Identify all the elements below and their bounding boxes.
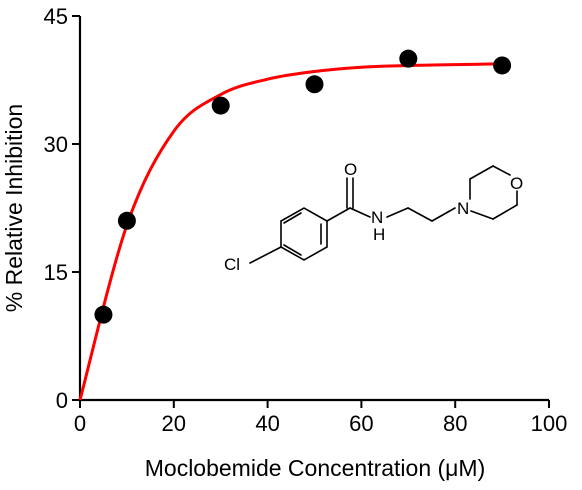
data-point xyxy=(94,305,113,324)
y-ticks: 0 15 30 45 xyxy=(44,4,80,413)
fit-curve xyxy=(78,62,503,401)
linker-bond xyxy=(407,207,433,222)
moclobemide-structure xyxy=(249,165,518,264)
aromatic-bond xyxy=(283,244,302,256)
data-point xyxy=(211,96,230,115)
amide-hydrogen-label: H xyxy=(373,225,385,244)
morpholine-bond xyxy=(492,165,511,176)
amide-bond xyxy=(349,207,371,218)
aryl-carbonyl-bond xyxy=(326,207,351,222)
x-tick-label: 20 xyxy=(162,411,186,436)
morpholine-nitrogen-label: N xyxy=(457,199,469,218)
data-point xyxy=(305,75,324,94)
x-tick-label: 80 xyxy=(443,411,467,436)
data-point xyxy=(399,49,418,68)
linker-bond xyxy=(431,207,456,222)
benzene-ring xyxy=(280,207,328,261)
carbonyl-oxygen-label: O xyxy=(344,160,357,179)
data-point xyxy=(493,56,512,75)
y-tick-label: 30 xyxy=(44,132,68,157)
x-tick-label: 60 xyxy=(349,411,373,436)
data-point xyxy=(117,211,136,230)
morpholine-bond xyxy=(470,210,494,220)
x-axis-title: Moclobemide Concentration (μM) xyxy=(145,455,486,481)
data-points xyxy=(94,49,512,324)
y-tick-label: 45 xyxy=(44,4,68,29)
y-tick-label: 0 xyxy=(56,388,68,413)
morpholine-bond xyxy=(469,165,494,180)
chloro-bond xyxy=(249,246,282,264)
chlorine-label: Cl xyxy=(224,255,240,274)
amide-nitrogen-label: N xyxy=(371,208,383,227)
x-tick-label: 100 xyxy=(531,411,568,436)
y-axis-title: % Relative Inhibition xyxy=(1,104,27,312)
x-ticks: 0 20 40 60 80 100 xyxy=(74,400,567,436)
linker-bond xyxy=(386,207,409,218)
morpholine-bond xyxy=(492,204,518,220)
y-tick-label: 15 xyxy=(44,260,68,285)
x-tick-label: 0 xyxy=(74,411,86,436)
x-tick-label: 40 xyxy=(255,411,279,436)
morpholine-oxygen-label: O xyxy=(510,174,523,193)
aromatic-bond xyxy=(283,212,302,224)
